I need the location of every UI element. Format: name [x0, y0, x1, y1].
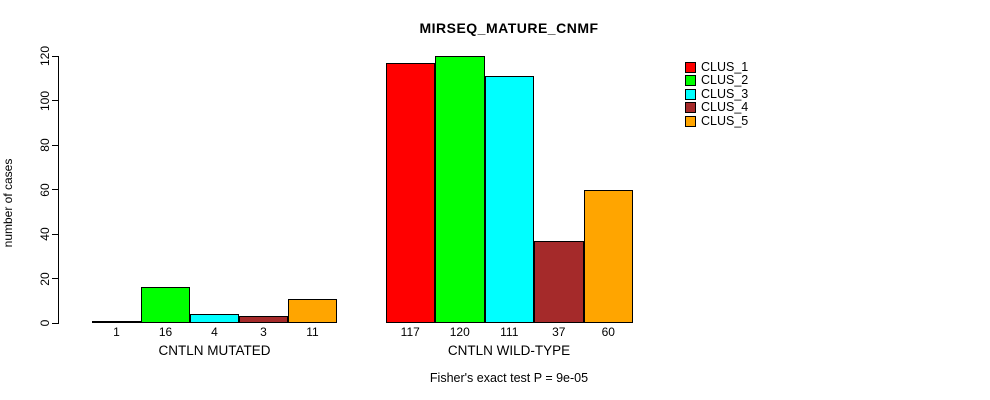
y-axis-tick-label: 0 — [38, 319, 52, 327]
bar-value-label: 60 — [601, 325, 615, 339]
legend-label-clus_3: CLUS_3 — [701, 86, 749, 101]
legend-swatch-clus_3 — [685, 88, 696, 100]
y-axis-tick-label: 20 — [38, 271, 52, 286]
y-axis-tick — [52, 189, 59, 191]
legend-swatch-clus_2 — [685, 75, 696, 87]
bar-value-label: 11 — [306, 325, 319, 339]
bar-clus_4 — [239, 316, 288, 323]
bar-value-label: 117 — [400, 325, 420, 339]
bar-clus_1 — [385, 62, 435, 323]
bar-clus_3 — [190, 314, 239, 323]
y-axis-label: number of cases — [1, 158, 15, 248]
legend-label-clus_4: CLUS_4 — [701, 100, 749, 115]
bar-clus_4 — [534, 240, 584, 323]
legend-swatch-clus_1 — [685, 62, 696, 73]
bar-value-label: 3 — [260, 325, 267, 339]
bar-value-label: 16 — [158, 325, 173, 339]
bar-value-label: 1 — [113, 325, 120, 339]
legend-swatch-clus_5 — [685, 115, 696, 127]
bar-value-label: 37 — [552, 325, 566, 339]
bar-clus_2 — [435, 56, 485, 323]
y-axis-tick — [52, 322, 59, 324]
y-axis-tick-label: 60 — [38, 182, 52, 197]
group-label-cntln-wild-type: CNTLN WILD-TYPE — [447, 343, 571, 358]
legend-label-clus_2: CLUS_2 — [701, 73, 749, 88]
bar-value-label: 111 — [500, 325, 519, 339]
bar-clus_5 — [583, 189, 633, 323]
y-axis-tick-label: 80 — [38, 138, 52, 152]
annotation-fisher-test: Fisher's exact test P = 9e-05 — [429, 371, 589, 385]
y-axis-tick — [52, 55, 59, 57]
bar-clus_2 — [141, 287, 190, 323]
y-axis-tick — [52, 100, 59, 102]
chart-title: MIRSEQ_MATURE_CNMF — [419, 20, 599, 36]
legend-swatch-clus_4 — [685, 102, 696, 114]
y-axis-tick — [52, 278, 59, 280]
y-axis-tick-label: 40 — [38, 227, 52, 241]
y-axis-tick-label: 100 — [38, 90, 52, 111]
group-label-cntln-mutated: CNTLN MUTATED — [158, 343, 271, 358]
y-axis-tick — [52, 144, 59, 146]
y-axis-tick — [52, 233, 59, 235]
bar-clus_1 — [92, 320, 141, 323]
bar-value-label: 120 — [449, 325, 470, 339]
bar-value-label: 4 — [211, 325, 218, 339]
legend-label-clus_5: CLUS_5 — [701, 113, 749, 128]
y-axis-tick-label: 120 — [38, 46, 52, 67]
bar-clus_3 — [484, 76, 534, 323]
legend-label-clus_1: CLUS_1 — [701, 60, 749, 74]
bar-clus_5 — [288, 298, 337, 323]
